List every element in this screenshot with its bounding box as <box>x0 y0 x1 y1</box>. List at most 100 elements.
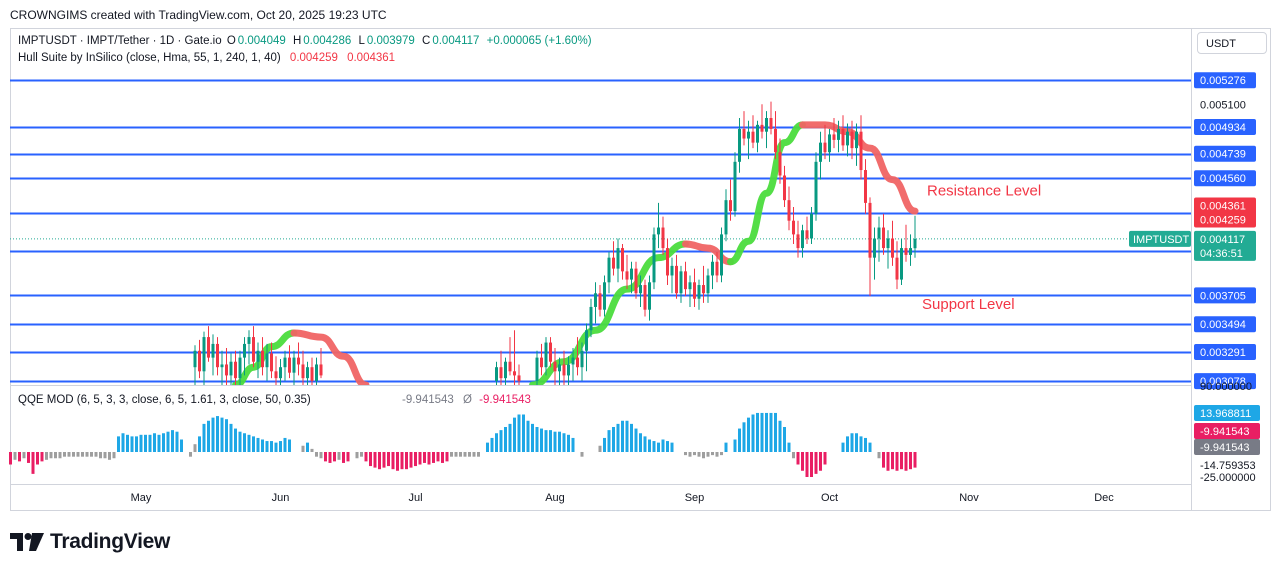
candle-body <box>499 367 503 379</box>
candle-body <box>261 350 264 368</box>
level-price-label-bg <box>1194 344 1256 361</box>
candle <box>207 326 210 362</box>
qqe-bar <box>130 436 134 452</box>
level-price-label: 0.005276 <box>1194 72 1256 89</box>
qqe-bar <box>301 445 305 452</box>
candle <box>310 357 314 385</box>
currency-button[interactable]: USDT <box>1197 32 1267 54</box>
level-price-label-bg <box>1194 373 1256 390</box>
qqe-bar <box>76 452 80 457</box>
candle-body <box>747 131 750 139</box>
hull-value-label-text: 0.004361 <box>1200 200 1246 212</box>
qqe-bar <box>904 452 908 471</box>
candle <box>756 120 759 153</box>
qqe-bar <box>616 423 620 452</box>
qqe-bar <box>324 452 327 462</box>
qqe-bar <box>553 431 557 452</box>
candle <box>301 350 305 385</box>
candle <box>562 350 566 385</box>
candle-body <box>211 343 215 358</box>
qqe-bar <box>526 420 530 452</box>
time-axis-label: May <box>131 492 152 504</box>
qqe-bar <box>117 436 120 452</box>
candle-body <box>202 337 206 372</box>
qqe-bar <box>639 433 642 452</box>
candle-body <box>769 118 773 129</box>
hull-segment-red <box>682 240 734 266</box>
qqe-bar <box>387 452 390 467</box>
candle-body <box>742 128 746 139</box>
hull-segment-red <box>290 329 370 385</box>
qqe-bar <box>40 452 44 462</box>
candle <box>202 331 206 385</box>
candle-body <box>850 131 854 149</box>
candle-body <box>864 170 867 203</box>
qqe-bar <box>31 452 35 474</box>
candle <box>747 120 750 160</box>
candle-body <box>841 128 845 146</box>
candle-body <box>688 282 692 290</box>
level-price-label-text: 0.003494 <box>1200 319 1246 331</box>
candle-body <box>810 213 813 239</box>
qqe-bar <box>193 444 197 452</box>
candle <box>648 275 651 321</box>
candle <box>855 123 858 166</box>
candle-body <box>603 282 606 310</box>
qqe-bar <box>859 436 863 452</box>
qqe-bar <box>603 437 606 452</box>
candle-body <box>652 234 656 283</box>
qqe-bar <box>72 452 75 457</box>
indicator-legend[interactable]: Hull Suite by InSilico (close, Hma, 55, … <box>18 52 397 64</box>
qqe-bar <box>517 414 521 452</box>
qqe-bar <box>913 452 917 468</box>
candle <box>499 350 503 385</box>
qqe-bar <box>711 452 714 456</box>
candle <box>261 337 264 376</box>
candle-body <box>630 268 633 280</box>
qqe-bar <box>643 436 647 452</box>
candle-body <box>679 271 683 294</box>
candle <box>279 358 282 385</box>
candle <box>229 353 233 385</box>
qqe-bar <box>166 431 170 452</box>
candle-body <box>247 337 251 344</box>
candle <box>576 337 579 376</box>
qqe-bar <box>769 412 773 452</box>
qqe-bar <box>90 452 93 457</box>
chart-frame[interactable] <box>10 28 1271 511</box>
candle-body <box>756 124 759 143</box>
candles <box>193 101 917 385</box>
qqe-bar <box>819 452 822 471</box>
candle <box>553 348 557 385</box>
level-price-label-text: 0.004934 <box>1200 122 1246 134</box>
candle <box>693 268 696 307</box>
indicator-name: Hull Suite by InSilico (close, Hma, 55, … <box>18 52 281 64</box>
hull-segment-red <box>799 121 919 215</box>
candle-body <box>612 257 615 269</box>
qqe-bar <box>742 422 746 452</box>
qqe-bar <box>225 419 228 452</box>
candle-body <box>270 353 273 372</box>
qqe-legend-name[interactable]: QQE MOD (6, 5, 3, 3, close, 6, 5, 1.61, … <box>18 394 311 406</box>
candle <box>783 165 786 207</box>
candle-body <box>913 238 917 249</box>
qqe-bar <box>612 427 615 452</box>
candle <box>702 265 705 303</box>
candle-body <box>634 268 638 294</box>
qqe-bar <box>535 427 539 452</box>
qqe-tick-label: 90.000000 <box>1200 381 1252 393</box>
qqe-value-label-text: 13.968811 <box>1200 408 1251 420</box>
candle <box>495 361 498 385</box>
candle-body <box>621 248 624 272</box>
qqe-bar <box>684 452 687 456</box>
candle <box>616 238 620 283</box>
qqe-bar <box>459 452 462 457</box>
qqe-histogram <box>9 412 917 477</box>
candle-body <box>540 357 543 368</box>
candle <box>684 261 687 296</box>
time-axis: May Jun Jul Aug Sep Oct Nov Dec <box>131 492 1115 504</box>
qqe-bar <box>450 452 453 457</box>
qqe-bar <box>162 433 165 452</box>
